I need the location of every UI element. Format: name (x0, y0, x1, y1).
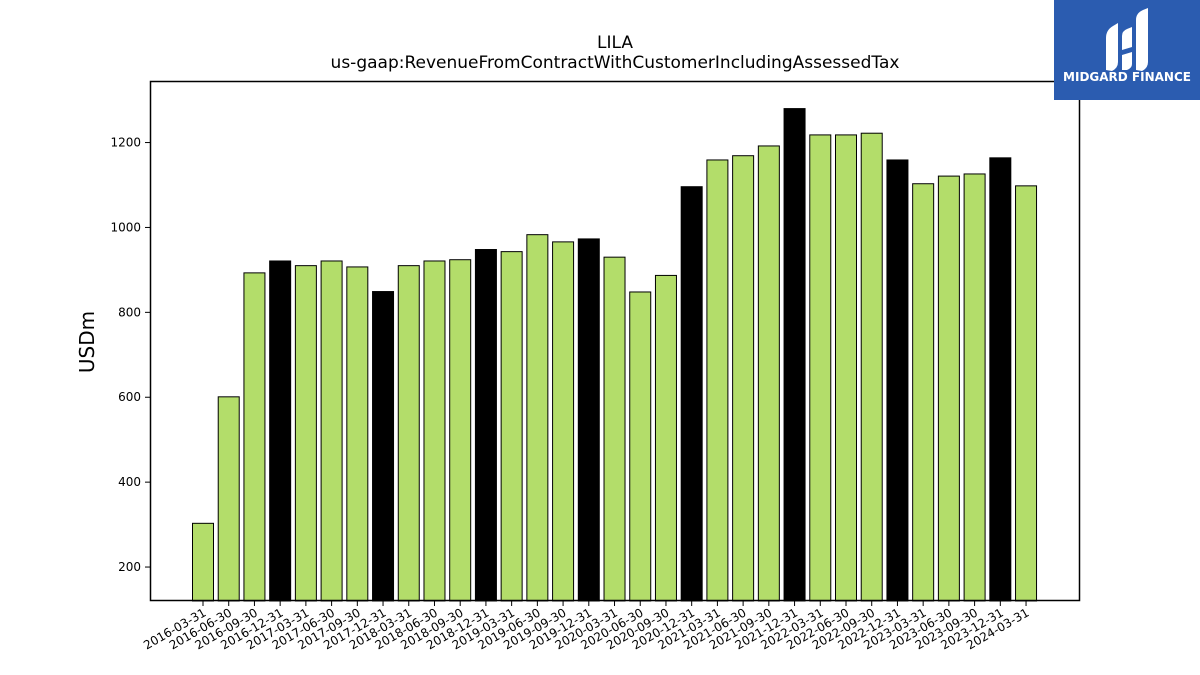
bar-2017-12-31 (372, 291, 395, 602)
bar-2019-12-31 (577, 238, 600, 602)
midgard-logo-icon (1106, 8, 1148, 71)
bar-2022-09-30 (860, 132, 883, 602)
bar-2020-03-31 (603, 256, 626, 602)
bar-2017-06-30 (320, 260, 343, 602)
bar-2018-12-31 (474, 249, 497, 602)
y-tick-label: 800 (118, 305, 141, 319)
y-tick-label: 1200 (110, 136, 141, 150)
bar-2018-09-30 (449, 259, 472, 602)
bars (192, 108, 1038, 602)
y-tick-label: 200 (118, 560, 141, 574)
bar-2018-03-31 (397, 265, 420, 602)
bar-2020-06-30 (629, 291, 652, 602)
bar-2022-12-31 (886, 159, 909, 602)
brand-name: MIDGARD FINANCE (1063, 70, 1191, 84)
bar-2017-03-31 (294, 265, 317, 602)
bar-2019-06-30 (526, 234, 549, 602)
bar-2020-09-30 (654, 274, 677, 602)
bar-2022-06-30 (835, 134, 857, 602)
brand-background (1054, 0, 1200, 100)
y-axis-label: USDm (75, 311, 99, 373)
bar-2023-06-30 (937, 175, 960, 602)
brand-logo: MIDGARD FINANCE (1054, 0, 1200, 100)
bar-2023-03-31 (912, 183, 935, 602)
bar-2017-09-30 (346, 266, 369, 602)
bar-2024-03-31 (1015, 185, 1038, 602)
chart-title: LILA (597, 33, 633, 53)
bar-2018-06-30 (423, 260, 446, 602)
chart-subtitle: us-gaap:RevenueFromContractWithCustomerI… (331, 53, 900, 73)
bar-2023-09-30 (963, 173, 986, 602)
bar-2019-03-31 (500, 251, 523, 602)
bar-2016-12-31 (269, 260, 292, 602)
y-tick-label: 400 (118, 475, 141, 489)
bar-2023-12-31 (989, 157, 1012, 602)
plot-frame (149, 80, 1081, 602)
bar-2021-09-30 (757, 145, 780, 602)
bar-2021-06-30 (732, 155, 755, 602)
bar-2021-12-31 (783, 108, 806, 602)
y-tick-label: 1000 (110, 220, 141, 234)
bar-2016-03-31 (192, 522, 214, 602)
bar-2016-06-30 (217, 396, 240, 602)
y-ticks: 200 400 600 800 1000 1200 (110, 136, 150, 574)
bar-2019-09-30 (552, 241, 575, 602)
x-ticks: 2016-03-312016-06-302016-09-302016-12-31… (141, 601, 1032, 652)
bar-2020-12-31 (680, 186, 703, 602)
bar-2022-03-31 (809, 134, 832, 602)
bar-2016-09-30 (243, 272, 266, 602)
y-tick-label: 600 (118, 390, 141, 404)
bar-2021-03-31 (706, 159, 729, 602)
